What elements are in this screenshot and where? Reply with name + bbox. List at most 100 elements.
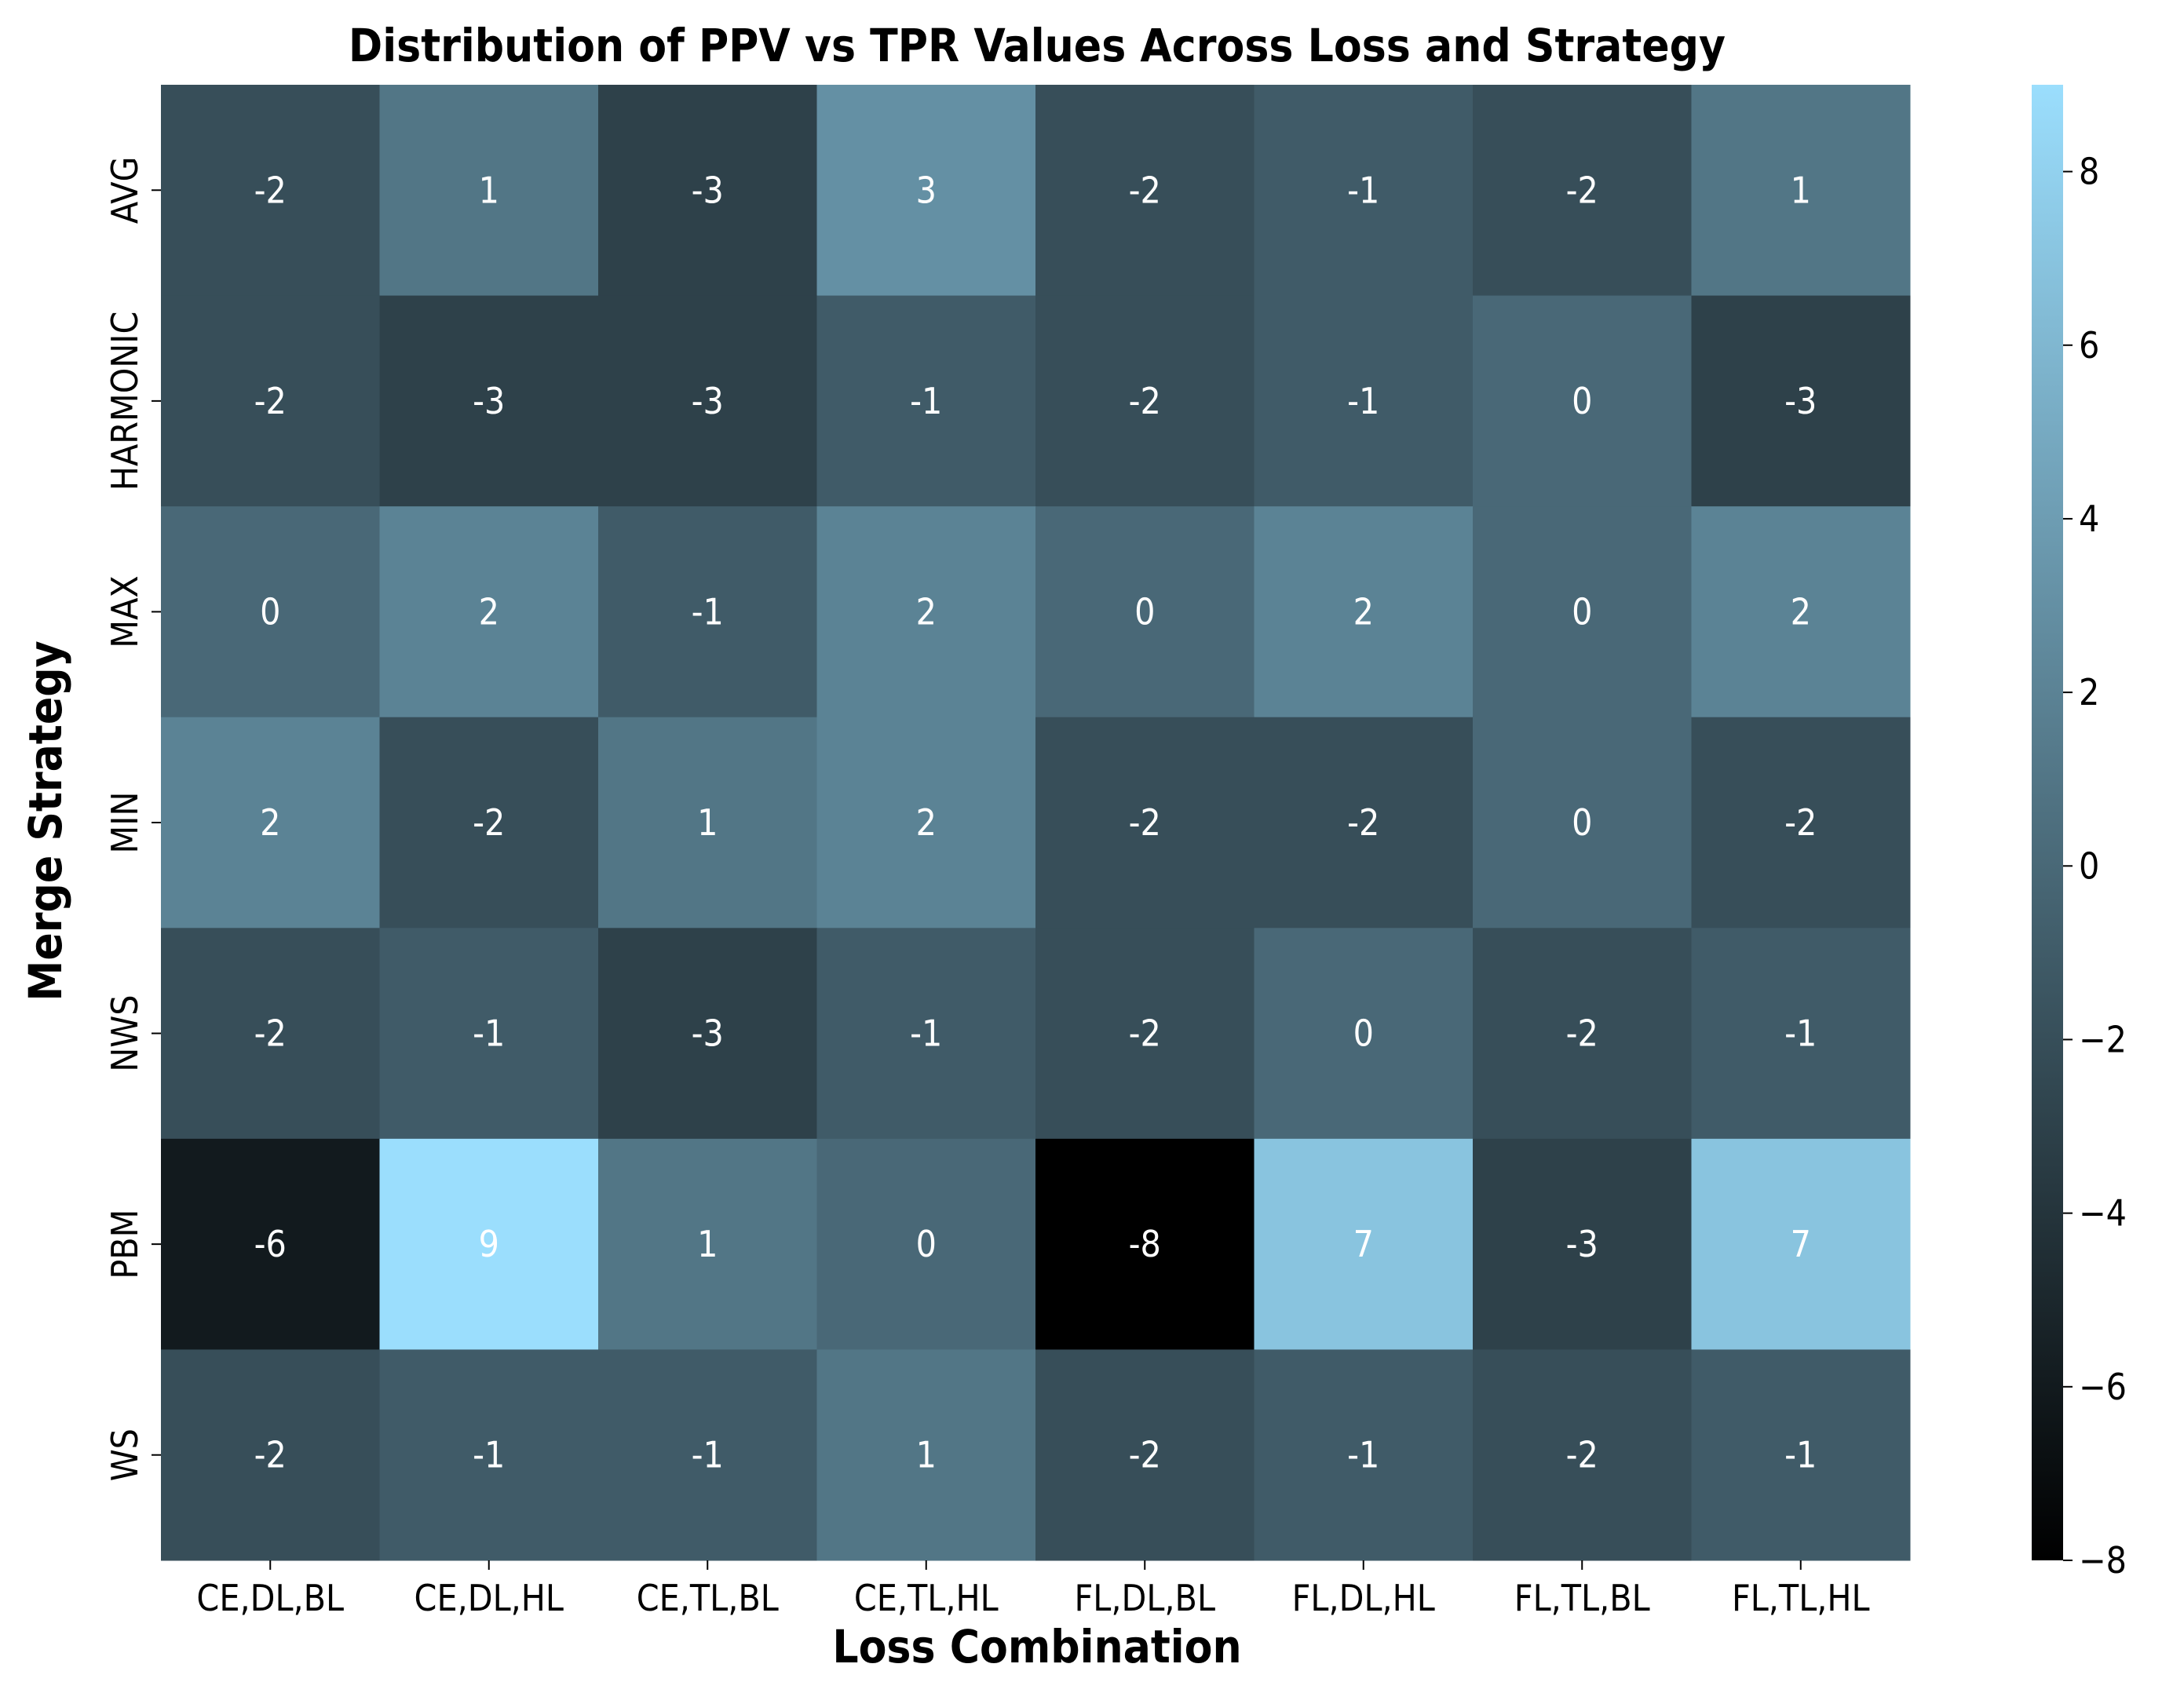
cell-value-label: 7 (1791, 1223, 1811, 1265)
heatmap-cell (1035, 1138, 1255, 1350)
heatmap-cell (1473, 85, 1692, 297)
cell-value-label: -3 (692, 1013, 724, 1055)
heatmap-cell (1691, 1349, 1911, 1561)
heatmap-cell (1035, 928, 1255, 1140)
heatmap-cell (1254, 506, 1474, 718)
cell-value-label: -2 (1129, 380, 1161, 422)
heatmap-cell (816, 1138, 1036, 1350)
cell-value-label: -2 (1129, 1013, 1161, 1055)
heatmap-cell (379, 928, 599, 1140)
heatmap-cell (379, 506, 599, 718)
heatmap-cell (161, 1349, 380, 1561)
cell-value-label: 2 (260, 801, 280, 844)
cell-value-label: -3 (692, 169, 724, 211)
cell-value-label: -6 (254, 1223, 287, 1265)
heatmap-cell (1035, 506, 1255, 718)
heatmap-cell (161, 295, 380, 507)
cell-value-label: 1 (697, 801, 718, 844)
heatmap-cell (1254, 928, 1474, 1140)
cell-value-label: -1 (1347, 1434, 1379, 1476)
y-tick-label: MAX (104, 575, 146, 648)
chart-title: Distribution of PPV vs TPR Values Across… (349, 19, 1726, 72)
heatmap-cell (816, 928, 1036, 1140)
heatmap-cell (598, 295, 817, 507)
colorbar-tick-label: −6 (2079, 1366, 2127, 1408)
y-tick-label: WS (104, 1428, 146, 1481)
heatmap-cell (1473, 1349, 1692, 1561)
cell-value-label: 0 (1572, 801, 1592, 844)
cell-value-label: -1 (473, 1434, 505, 1476)
heatmap-cell (1254, 1349, 1474, 1561)
heatmap-cell (379, 1138, 599, 1350)
cell-value-label: -1 (1347, 169, 1379, 211)
cell-value-label: -1 (910, 380, 942, 422)
heatmap-cell (816, 85, 1036, 297)
colorbar-tick-label: 6 (2079, 324, 2099, 367)
heatmap-cell (598, 1349, 817, 1561)
cell-value-label: 0 (1572, 380, 1592, 422)
cell-value-label: 7 (1353, 1223, 1374, 1265)
cell-value-label: 0 (1353, 1013, 1374, 1055)
heatmap-cell (1254, 1138, 1474, 1350)
heatmap-cell (1035, 85, 1255, 297)
y-tick-label: NWS (104, 994, 146, 1071)
cell-value-label: -2 (1129, 169, 1161, 211)
cell-value-label: 2 (916, 590, 937, 633)
x-axis-label: Loss Combination (832, 1620, 1241, 1673)
cell-value-label: 2 (1791, 590, 1811, 633)
cell-value-label: -1 (1347, 380, 1379, 422)
heatmap-cell (598, 1138, 817, 1350)
heatmap-cell (1691, 506, 1911, 718)
x-axis-ticks: CE,DL,BL CE,DL,HL CE,TL,BL CE,TL,HL FL,DL,BL… (196, 1560, 1870, 1619)
heatmap-cell (161, 506, 380, 718)
x-tick-label: FL,DL,BL (1075, 1577, 1216, 1619)
colorbar-tick-label: 4 (2079, 498, 2099, 540)
y-axis-label: Merge Strategy (19, 640, 72, 1001)
colorbar-tick-label: 0 (2079, 845, 2099, 887)
cell-value-label: -2 (1129, 801, 1161, 844)
x-tick-label: CE,DL,BL (196, 1577, 344, 1619)
cell-value-label: 2 (479, 590, 499, 633)
cell-value-label: 2 (1353, 590, 1374, 633)
heatmap-cell (1035, 717, 1255, 929)
cell-value-label: -2 (1566, 1013, 1598, 1055)
heatmap-cell (379, 717, 599, 929)
cell-value-label: -2 (1784, 801, 1817, 844)
cell-value-label: 0 (1572, 590, 1592, 633)
x-tick-label: CE,TL,HL (854, 1577, 999, 1619)
y-tick-label: HARMONIC (104, 312, 146, 491)
y-tick-label: AVG (104, 156, 146, 224)
cell-value-label: 3 (916, 169, 937, 211)
cell-value-label: 1 (697, 1223, 718, 1265)
cell-value-label: -2 (1566, 1434, 1598, 1476)
cell-value-label: -3 (473, 380, 505, 422)
cell-value-label: -2 (473, 801, 505, 844)
cell-value-label: -1 (692, 590, 724, 633)
heatmap-cell (161, 85, 380, 297)
x-tick-label: FL,DL,HL (1292, 1577, 1435, 1619)
heatmap-cell (1035, 1349, 1255, 1561)
x-tick-label: FL,TL,HL (1732, 1577, 1870, 1619)
cell-value-label: -1 (692, 1434, 724, 1476)
cell-value-label: -3 (692, 380, 724, 422)
heatmap-cell (379, 295, 599, 507)
cell-value-label: 1 (479, 169, 499, 211)
heatmap-cell (1691, 717, 1911, 929)
heatmap-cell (816, 717, 1036, 929)
heatmap-cell (1473, 506, 1692, 718)
heatmap-cell (379, 85, 599, 297)
heatmap-cell (598, 717, 817, 929)
y-axis-ticks: AVG HARMONIC MAX MIN NWS PBM WS (104, 156, 161, 1481)
heatmap-cell (1691, 85, 1911, 297)
cell-value-label: -3 (1784, 380, 1817, 422)
cell-value-label: -2 (254, 1013, 287, 1055)
heatmap-cell (1691, 928, 1911, 1140)
heatmap-cell (816, 295, 1036, 507)
heatmap-cell (1691, 1138, 1911, 1350)
cell-value-label: 0 (916, 1223, 937, 1265)
cell-value-label: -2 (254, 380, 287, 422)
cell-value-label: -8 (1129, 1223, 1161, 1265)
cell-value-label: -2 (1129, 1434, 1161, 1476)
